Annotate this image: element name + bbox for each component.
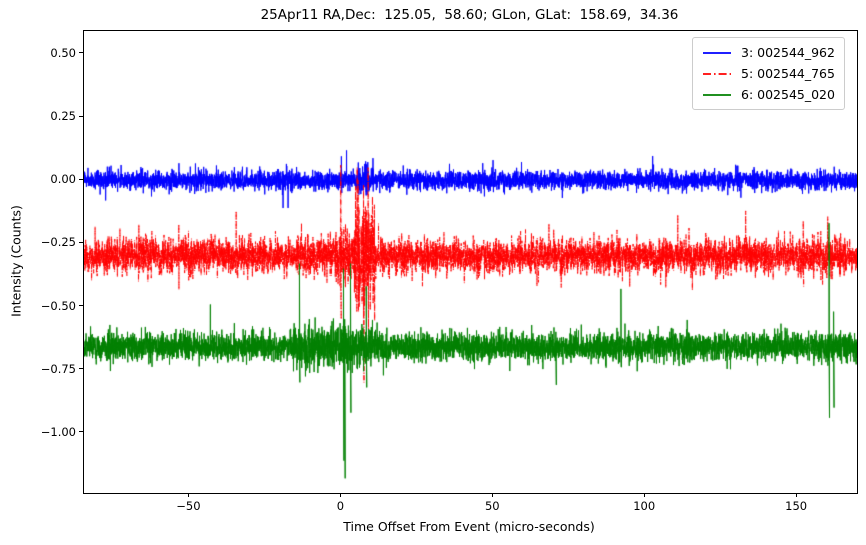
x-tick-label: 50 bbox=[484, 499, 500, 513]
y-tick-label: 0.25 bbox=[50, 109, 76, 124]
legend-item-label: 3: 002544_962 bbox=[741, 45, 835, 60]
legend-line-swatch-icon bbox=[703, 72, 731, 75]
legend-item-label: 5: 002544_765 bbox=[741, 66, 835, 81]
y-tick-label: −0.50 bbox=[40, 298, 76, 313]
chart-title: 25Apr11 RA,Dec: 125.05, 58.60; GLon, GLa… bbox=[260, 7, 679, 23]
x-tick-mark bbox=[187, 493, 189, 497]
x-tick-mark bbox=[491, 493, 493, 497]
y-tick-label: 0.50 bbox=[50, 45, 76, 60]
x-axis-label: Time Offset From Event (micro-seconds) bbox=[343, 519, 595, 534]
legend-item: 3: 002544_962 bbox=[702, 43, 835, 62]
legend: 3: 002544_962 5: 002544_765 6: 002545_020 bbox=[692, 37, 845, 110]
x-tick-mark bbox=[643, 493, 645, 497]
legend-line-swatch-icon bbox=[703, 93, 731, 96]
x-tick-mark bbox=[339, 493, 341, 497]
y-tick-label: −1.00 bbox=[40, 424, 76, 439]
x-tick-mark bbox=[795, 493, 797, 497]
y-tick-mark bbox=[79, 431, 83, 433]
y-tick-label: −0.25 bbox=[40, 235, 76, 250]
x-tick-label: 100 bbox=[633, 499, 656, 513]
y-tick-mark bbox=[79, 178, 83, 180]
y-tick-mark bbox=[79, 241, 83, 243]
y-tick-mark bbox=[79, 115, 83, 117]
x-tick-label: 0 bbox=[336, 499, 345, 513]
legend-item: 5: 002544_765 bbox=[702, 64, 835, 83]
legend-item: 6: 002545_020 bbox=[702, 85, 835, 104]
y-tick-mark bbox=[79, 305, 83, 307]
y-tick-mark bbox=[79, 368, 83, 370]
y-tick-label: 0.00 bbox=[50, 172, 76, 187]
x-tick-label: −50 bbox=[176, 499, 201, 513]
y-tick-mark bbox=[79, 52, 83, 54]
legend-item-label: 6: 002545_020 bbox=[741, 87, 835, 102]
y-tick-label: −0.75 bbox=[40, 361, 76, 376]
x-tick-label: 150 bbox=[785, 499, 808, 513]
legend-line-swatch-icon bbox=[703, 51, 731, 54]
